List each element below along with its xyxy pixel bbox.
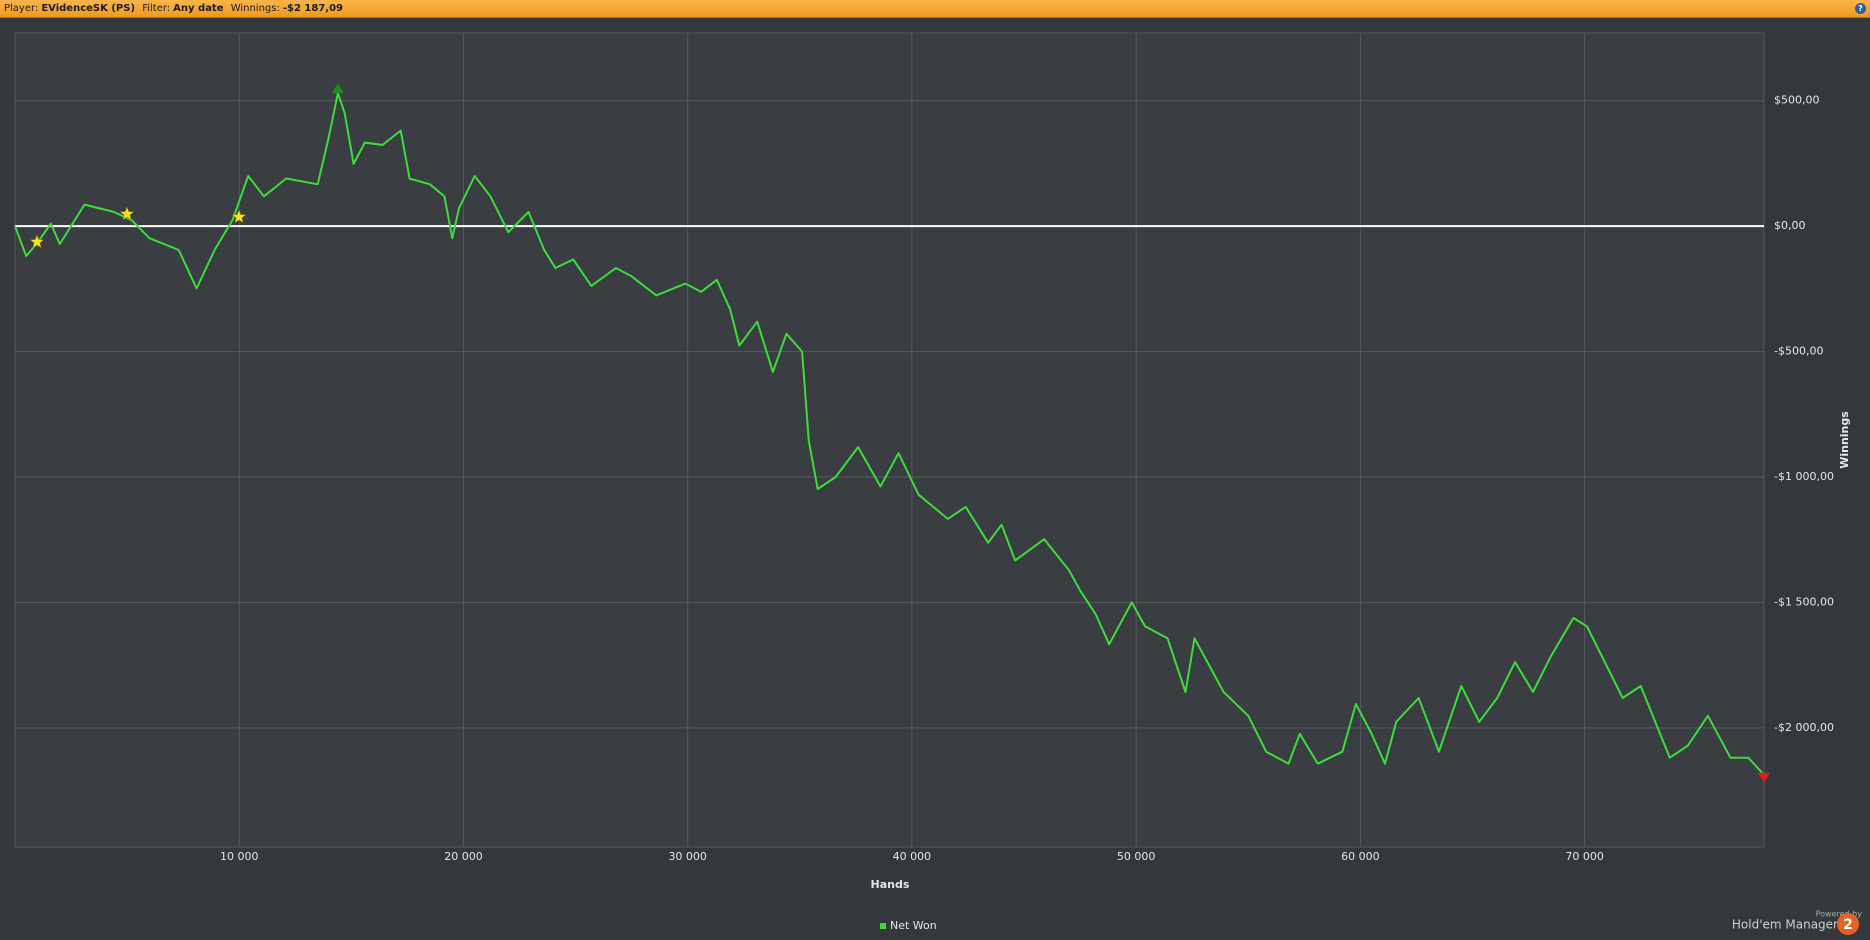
filter: Any date <box>173 3 224 14</box>
star-icon <box>119 206 135 221</box>
x-tick-label: 10 000 <box>220 850 259 863</box>
x-tick-label: 20 000 <box>444 850 483 863</box>
header-bar: Player: EVidenceSK (PS) Filter: Any date W… <box>0 0 1870 18</box>
y-tick-label: -$1 500,00 <box>1774 595 1834 608</box>
y-axis-label: Winnings <box>1838 411 1851 469</box>
winnings: -$2 187,09 <box>282 3 343 14</box>
y-tick-label: $500,00 <box>1774 94 1820 107</box>
y-tick-label: -$500,00 <box>1774 345 1823 358</box>
winnings-label: Winnings: <box>230 3 280 14</box>
min-marker <box>1758 772 1770 783</box>
x-tick-label: 30 000 <box>668 850 707 863</box>
x-tick-label: 40 000 <box>893 850 932 863</box>
star-icon <box>231 209 247 224</box>
help-button[interactable]: ? <box>1855 3 1866 14</box>
filter-label: Filter: <box>142 3 171 14</box>
powered-by: Powered by <box>1816 910 1863 919</box>
x-tick-label: 60 000 <box>1341 850 1380 863</box>
plot-area <box>14 32 1765 848</box>
x-tick-label: 70 000 <box>1565 850 1604 863</box>
max-marker <box>331 83 344 94</box>
y-tick-label: -$2 000,00 <box>1774 721 1834 734</box>
player: EVidenceSK (PS) <box>41 3 136 14</box>
y-tick-label: -$1 000,00 <box>1774 470 1834 483</box>
logo-text: 2 <box>1843 917 1853 933</box>
product-name: Hold'em Manager <box>1732 918 1838 932</box>
legend-swatch <box>880 923 886 929</box>
legend-label: Net Won <box>890 919 937 932</box>
player-label: Player: <box>4 3 39 14</box>
y-tick-label: $0,00 <box>1774 219 1806 232</box>
logo <box>1837 913 1859 935</box>
star-icon <box>29 234 45 249</box>
net-won-line <box>14 92 1765 776</box>
x-axis-label: Hands <box>871 878 910 891</box>
x-tick-label: 50 000 <box>1117 850 1156 863</box>
